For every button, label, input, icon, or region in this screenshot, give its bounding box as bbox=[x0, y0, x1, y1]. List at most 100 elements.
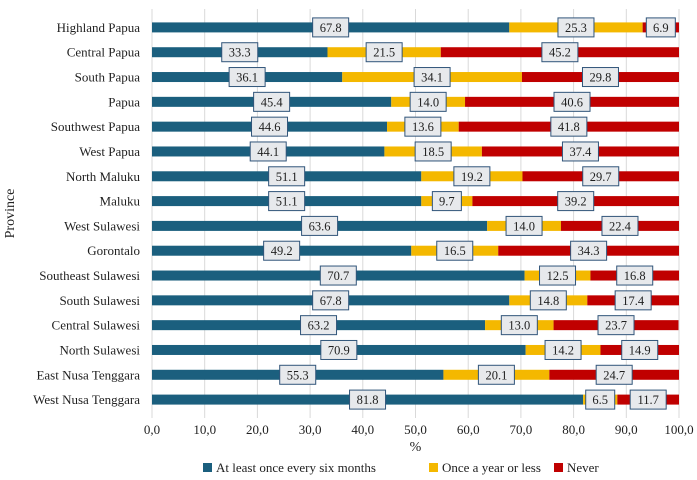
data-label-text: 40.6 bbox=[561, 95, 583, 109]
data-label-box bbox=[616, 265, 654, 286]
data-label-box bbox=[320, 339, 358, 360]
x-tick-label: 20,0 bbox=[246, 422, 269, 437]
data-label-box bbox=[621, 339, 659, 360]
legend-swatch bbox=[554, 463, 563, 472]
data-label-text: 13.0 bbox=[508, 319, 530, 333]
data-label-text: 70.9 bbox=[328, 343, 350, 357]
data-label-box bbox=[453, 166, 491, 187]
data-label-text: 63.6 bbox=[309, 219, 331, 233]
data-label-text: 16.8 bbox=[624, 269, 646, 283]
data-label-box bbox=[597, 315, 635, 336]
category-label: Central Papua bbox=[67, 45, 141, 60]
data-label-text: 14.9 bbox=[629, 343, 651, 357]
x-tick-label: 90,0 bbox=[615, 422, 638, 437]
data-label: 55.3 bbox=[279, 364, 317, 385]
data-label-text: 29.7 bbox=[590, 170, 612, 184]
data-label-text: 67.8 bbox=[320, 21, 342, 35]
data-label-text: 14.8 bbox=[537, 294, 559, 308]
data-label: 14.2 bbox=[544, 339, 582, 360]
data-label: 49.2 bbox=[263, 240, 301, 261]
data-label-box bbox=[414, 141, 452, 162]
data-label-text: 24.7 bbox=[603, 368, 625, 382]
legend-label: Never bbox=[567, 460, 599, 475]
legend-label: At least once every six months bbox=[216, 460, 376, 475]
data-label-text: 14.0 bbox=[417, 95, 439, 109]
x-tick-label: 40,0 bbox=[351, 422, 374, 437]
data-label-box bbox=[409, 91, 447, 112]
data-label-box bbox=[228, 67, 266, 88]
data-label-box bbox=[601, 215, 639, 236]
data-label: 17.4 bbox=[614, 290, 652, 311]
data-label-text: 6.5 bbox=[592, 393, 608, 407]
data-label-box bbox=[544, 339, 582, 360]
data-label: 44.6 bbox=[251, 116, 289, 137]
data-label-text: 51.1 bbox=[276, 195, 298, 209]
data-label: 44.1 bbox=[249, 141, 287, 162]
data-label-box bbox=[550, 116, 588, 137]
x-tick-label: 60,0 bbox=[457, 422, 480, 437]
data-label-text: 44.1 bbox=[257, 145, 279, 159]
data-label-text: 21.5 bbox=[373, 46, 395, 60]
x-tick-label: 70,0 bbox=[510, 422, 533, 437]
data-label: 24.7 bbox=[595, 364, 633, 385]
data-label-box bbox=[505, 215, 543, 236]
data-label-text: 39.2 bbox=[565, 195, 587, 209]
data-label-box bbox=[300, 315, 338, 336]
data-label-box bbox=[581, 67, 619, 88]
data-label: 22.4 bbox=[601, 215, 639, 236]
x-tick-labels: 0,0 10,0 20,0 30,0 40,0 50,0 60,0 70,0 80,0 90,0 1… bbox=[144, 422, 694, 437]
data-label-box bbox=[529, 290, 567, 311]
data-label-text: 41.8 bbox=[558, 120, 580, 134]
legend-item: Once a year or less bbox=[429, 460, 541, 475]
x-axis-title: % bbox=[410, 440, 422, 455]
legend-swatch bbox=[203, 463, 212, 472]
category-label: Highland Papua bbox=[57, 20, 141, 35]
data-label: 36.1 bbox=[228, 67, 266, 88]
data-label-box bbox=[541, 42, 579, 63]
data-label-text: 81.8 bbox=[357, 393, 379, 407]
data-label: 16.8 bbox=[616, 265, 654, 286]
data-label: 6.5 bbox=[585, 389, 616, 410]
data-label-box bbox=[614, 290, 652, 311]
legend-item: Never bbox=[554, 460, 599, 475]
data-label-text: 34.1 bbox=[421, 71, 443, 85]
data-label-text: 49.2 bbox=[271, 244, 293, 258]
category-label: Gorontalo bbox=[87, 243, 140, 258]
data-label-box bbox=[570, 240, 608, 261]
data-label-text: 14.0 bbox=[513, 219, 535, 233]
category-labels: Highland Papua Central Papua South Papua Pa… bbox=[33, 20, 140, 407]
x-tick-label: 80,0 bbox=[562, 422, 585, 437]
data-label: 51.1 bbox=[268, 191, 306, 212]
data-label-box bbox=[557, 191, 595, 212]
data-label-text: 55.3 bbox=[287, 368, 309, 382]
data-label-box bbox=[431, 191, 462, 212]
y-axis-title: Province bbox=[3, 189, 18, 239]
data-label: 6.9 bbox=[645, 17, 676, 38]
data-label-text: 45.2 bbox=[549, 46, 571, 60]
category-label: North Maluku bbox=[66, 169, 141, 184]
data-label-box bbox=[561, 141, 599, 162]
data-label: 67.8 bbox=[312, 290, 350, 311]
data-label-box bbox=[268, 166, 306, 187]
data-label: 20.1 bbox=[477, 364, 515, 385]
data-label-box bbox=[436, 240, 474, 261]
data-label: 34.1 bbox=[413, 67, 451, 88]
data-label-text: 63.2 bbox=[308, 319, 330, 333]
category-label: West Nusa Tenggara bbox=[33, 392, 140, 407]
data-label: 39.2 bbox=[557, 191, 595, 212]
data-label-text: 12.5 bbox=[547, 269, 569, 283]
x-tick-label: 50,0 bbox=[404, 422, 427, 437]
category-label: Southwest Papua bbox=[51, 119, 140, 134]
data-label-box bbox=[477, 364, 515, 385]
data-label: 12.5 bbox=[539, 265, 577, 286]
data-label-box bbox=[268, 191, 306, 212]
data-label: 14.0 bbox=[505, 215, 543, 236]
category-label: South Papua bbox=[75, 70, 141, 85]
data-label-box bbox=[349, 389, 387, 410]
data-label-text: 18.5 bbox=[422, 145, 444, 159]
data-label-box bbox=[221, 42, 259, 63]
data-label: 18.5 bbox=[414, 141, 452, 162]
data-label-text: 36.1 bbox=[236, 71, 258, 85]
data-label: 14.9 bbox=[621, 339, 659, 360]
x-tick-label: 30,0 bbox=[299, 422, 322, 437]
